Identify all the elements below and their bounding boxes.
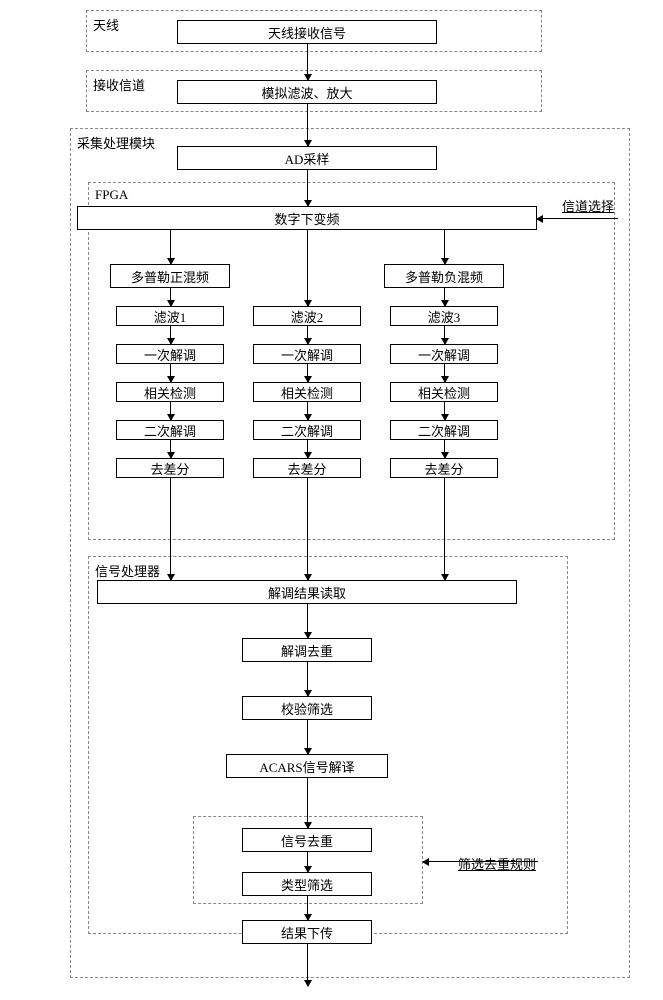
node-n_dp: 多普勒正混频 (110, 264, 230, 288)
node-n_c2: 相关检测 (253, 382, 361, 402)
node-n_sigdup: 信号去重 (242, 828, 372, 852)
node-n_read: 解调结果读取 (97, 580, 517, 604)
arrow-v-3 (170, 230, 171, 264)
label-rule: 筛选去重规则 (458, 854, 536, 873)
arrow-v-12 (307, 364, 308, 382)
region-label-fpga: FPGA (95, 187, 128, 203)
node-n_d12: 一次解调 (253, 344, 361, 364)
node-n_type: 类型筛选 (242, 872, 372, 896)
node-n_c3: 相关检测 (390, 382, 498, 402)
label-chan_sel: 信道选择 (562, 196, 614, 215)
node-n_out: 结果下传 (242, 920, 372, 944)
region-label-channel: 接收信道 (93, 75, 145, 94)
node-n_df1: 去差分 (116, 458, 224, 478)
arrow-h-0 (537, 218, 618, 219)
region-label-acq: 采集处理模块 (77, 133, 155, 152)
node-n_f2: 滤波2 (253, 306, 361, 326)
arrow-v-8 (170, 326, 171, 344)
arrow-v-28 (307, 896, 308, 920)
node-n_f3: 滤波3 (390, 306, 498, 326)
node-n_df3: 去差分 (390, 458, 498, 478)
arrow-v-9 (307, 326, 308, 344)
node-n_f1: 滤波1 (116, 306, 224, 326)
node-n_d13: 一次解调 (390, 344, 498, 364)
arrow-v-23 (307, 604, 308, 638)
arrow-v-10 (444, 326, 445, 344)
node-n_dm: 多普勒负混频 (384, 264, 504, 288)
arrow-v-18 (307, 440, 308, 458)
node-n_d11: 一次解调 (116, 344, 224, 364)
arrow-v-19 (444, 440, 445, 458)
node-n_chan: 模拟滤波、放大 (177, 80, 437, 104)
arrow-v-14 (170, 402, 171, 420)
arrow-v-6 (170, 288, 171, 306)
node-n_d22: 二次解调 (253, 420, 361, 440)
arrow-v-5 (444, 230, 445, 264)
arrow-v-7 (444, 288, 445, 306)
arrow-v-17 (170, 440, 171, 458)
arrow-v-2 (307, 170, 308, 206)
arrow-v-0 (307, 44, 308, 80)
arrow-v-26 (307, 778, 308, 828)
arrow-v-15 (307, 402, 308, 420)
node-n_df2: 去差分 (253, 458, 361, 478)
region-label-antenna: 天线 (93, 15, 119, 34)
node-n_ddc: 数字下变频 (77, 206, 537, 230)
node-n_d21: 二次解调 (116, 420, 224, 440)
arrow-v-11 (170, 364, 171, 382)
arrow-v-22 (444, 478, 445, 580)
arrow-v-21 (307, 478, 308, 580)
arrow-v-13 (444, 364, 445, 382)
arrow-v-27 (307, 852, 308, 872)
node-n_check: 校验筛选 (242, 696, 372, 720)
node-n_ad: AD采样 (177, 146, 437, 170)
arrow-v-25 (307, 720, 308, 754)
arrow-v-24 (307, 662, 308, 696)
node-n_d23: 二次解调 (390, 420, 498, 440)
arrow-v-4 (307, 230, 308, 306)
node-n_c1: 相关检测 (116, 382, 224, 402)
arrow-v-29 (307, 944, 308, 986)
node-n_dedup: 解调去重 (242, 638, 372, 662)
arrow-v-16 (444, 402, 445, 420)
arrow-v-1 (307, 104, 308, 146)
region-label-sigproc: 信号处理器 (95, 561, 160, 580)
arrow-v-20 (170, 478, 171, 580)
node-n_acars: ACARS信号解译 (226, 754, 388, 778)
node-n_ant: 天线接收信号 (177, 20, 437, 44)
